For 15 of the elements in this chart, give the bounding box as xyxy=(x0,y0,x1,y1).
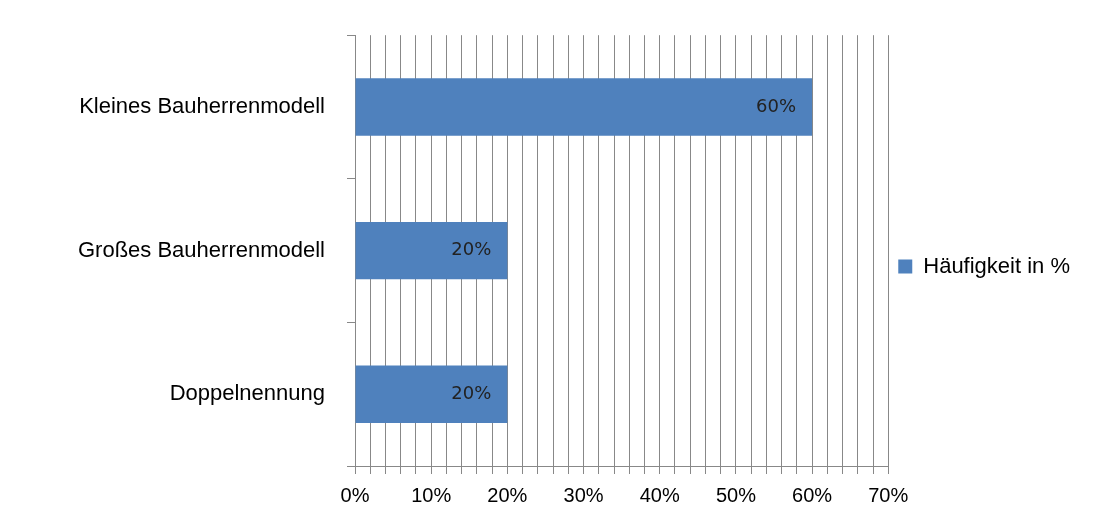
legend-label: Häufigkeit in % xyxy=(923,252,1071,278)
data-label: 60% xyxy=(756,94,797,116)
data-label: 20% xyxy=(451,238,492,260)
x-tick-label: 30% xyxy=(563,483,604,506)
y-tick-label: Großes Bauherrenmodell xyxy=(77,236,325,262)
x-tick-label: 40% xyxy=(639,483,680,506)
y-tick-label: Kleines Bauherrenmodell xyxy=(79,93,325,119)
x-tick-label: 70% xyxy=(868,483,909,506)
x-tick-label: 50% xyxy=(715,483,757,506)
x-tick-label: 10% xyxy=(411,483,452,506)
x-tick-label: 20% xyxy=(487,483,528,506)
x-tick-label: 0% xyxy=(340,483,370,506)
y-tick-label: Doppelnennung xyxy=(169,380,325,406)
data-label: 20% xyxy=(451,381,492,403)
x-tick-label: 60% xyxy=(792,483,833,506)
